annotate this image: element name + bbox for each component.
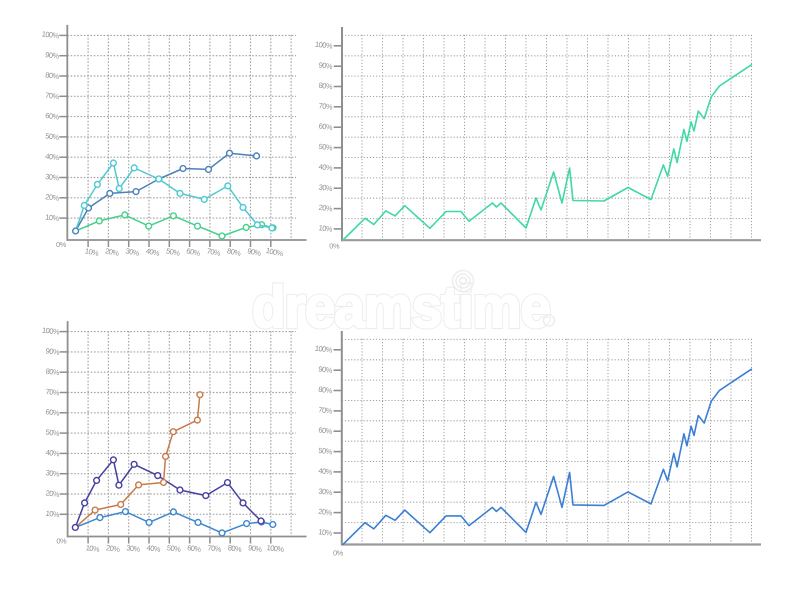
svg-text:50%: 50%: [45, 427, 60, 438]
svg-text:100%: 100%: [265, 246, 284, 259]
svg-text:100%: 100%: [314, 344, 333, 355]
svg-text:80%: 80%: [45, 70, 60, 81]
svg-text:30%: 30%: [45, 468, 60, 479]
svg-text:50%: 50%: [166, 543, 181, 554]
svg-text:90%: 90%: [45, 346, 60, 357]
svg-text:40%: 40%: [145, 246, 161, 258]
svg-text:40%: 40%: [45, 152, 60, 163]
svg-text:20%: 20%: [318, 203, 333, 214]
svg-text:90%: 90%: [247, 246, 263, 258]
svg-text:40%: 40%: [146, 543, 161, 554]
svg-text:90%: 90%: [318, 60, 333, 71]
svg-text:60%: 60%: [318, 121, 333, 132]
svg-text:90%: 90%: [248, 543, 263, 554]
svg-text:dreamstime: dreamstime: [252, 275, 550, 340]
svg-text:90%: 90%: [45, 50, 60, 61]
svg-text:50%: 50%: [318, 446, 333, 457]
svg-text:90%: 90%: [318, 364, 333, 375]
svg-text:0%: 0%: [56, 536, 67, 545]
svg-text:30%: 30%: [318, 183, 333, 194]
svg-text:dreamstime: dreamstime: [252, 275, 550, 340]
svg-text:20%: 20%: [45, 192, 60, 203]
svg-text:40%: 40%: [318, 466, 333, 477]
svg-text:10%: 10%: [45, 212, 60, 223]
svg-text:20%: 20%: [318, 507, 333, 518]
svg-text:20%: 20%: [104, 246, 120, 258]
svg-text:50%: 50%: [45, 131, 60, 142]
svg-text:30%: 30%: [126, 543, 141, 554]
svg-text:70%: 70%: [318, 101, 333, 112]
svg-text:50%: 50%: [318, 142, 333, 153]
svg-text:20%: 20%: [45, 488, 60, 499]
svg-text:40%: 40%: [45, 448, 60, 459]
svg-text:40%: 40%: [318, 162, 333, 173]
svg-text:0%: 0%: [56, 240, 67, 249]
svg-text:100%: 100%: [266, 543, 285, 554]
svg-text:50%: 50%: [165, 246, 181, 258]
svg-text:70%: 70%: [207, 543, 222, 554]
svg-text:10%: 10%: [318, 527, 333, 538]
svg-text:60%: 60%: [187, 543, 202, 554]
svg-text:70%: 70%: [206, 246, 222, 258]
svg-text:70%: 70%: [45, 91, 60, 102]
svg-text:80%: 80%: [318, 81, 333, 92]
svg-text:100%: 100%: [41, 29, 60, 40]
svg-text:10%: 10%: [84, 246, 100, 258]
svg-text:30%: 30%: [125, 246, 141, 258]
svg-text:70%: 70%: [318, 405, 333, 416]
svg-text:60%: 60%: [45, 111, 60, 122]
svg-text:10%: 10%: [45, 509, 60, 520]
svg-text:80%: 80%: [318, 385, 333, 396]
svg-text:70%: 70%: [45, 387, 60, 398]
svg-text:60%: 60%: [186, 246, 202, 258]
svg-text:80%: 80%: [45, 367, 60, 378]
svg-text:30%: 30%: [45, 172, 60, 183]
svg-text:10%: 10%: [318, 223, 333, 234]
svg-text:100%: 100%: [315, 40, 334, 51]
svg-text:60%: 60%: [45, 407, 60, 418]
svg-text:10%: 10%: [85, 543, 100, 554]
svg-text:60%: 60%: [318, 425, 333, 436]
svg-text:80%: 80%: [227, 543, 242, 554]
svg-text:100%: 100%: [42, 326, 61, 337]
svg-text:20%: 20%: [106, 543, 121, 554]
svg-text:0%: 0%: [329, 242, 340, 251]
svg-text:30%: 30%: [318, 487, 333, 498]
svg-text:80%: 80%: [226, 246, 242, 258]
svg-text:0%: 0%: [333, 549, 344, 558]
